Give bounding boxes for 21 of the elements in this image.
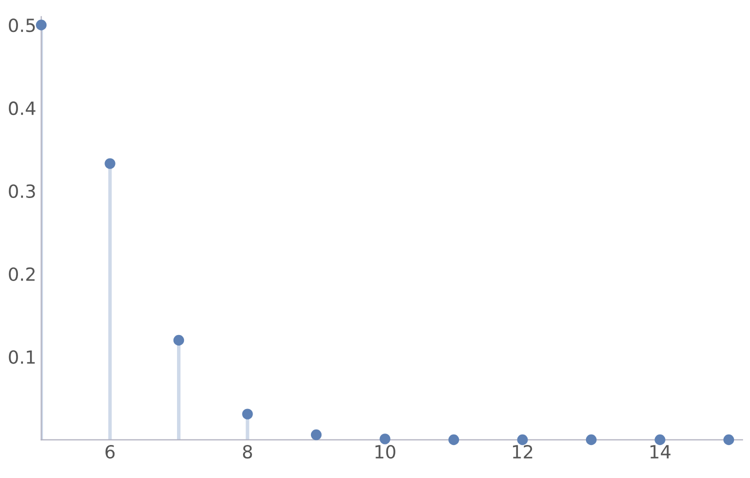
point (723, 434, 734, 446)
point (310, 429, 322, 440)
y-tick-label: 0.3 (8, 184, 35, 198)
point (104, 158, 116, 169)
point (517, 434, 528, 446)
x-tick-label: 14 (650, 445, 670, 458)
point (173, 334, 184, 346)
x-tick-label: 10 (375, 444, 396, 459)
point (242, 408, 253, 420)
x-tick-label: 12 (512, 444, 532, 458)
x-tick-label: 6 (106, 444, 115, 459)
point (36, 20, 47, 30)
y-tick-label: 0.2 (8, 267, 35, 281)
y-tick-label: 0.4 (8, 101, 36, 116)
y-tick-label: 0.5 (8, 18, 35, 32)
point (586, 434, 597, 446)
point (654, 434, 666, 446)
point (448, 434, 460, 446)
point (380, 434, 390, 444)
y-tick-label: 0.1 (8, 350, 35, 364)
x-tick-label: 8 (242, 444, 252, 459)
